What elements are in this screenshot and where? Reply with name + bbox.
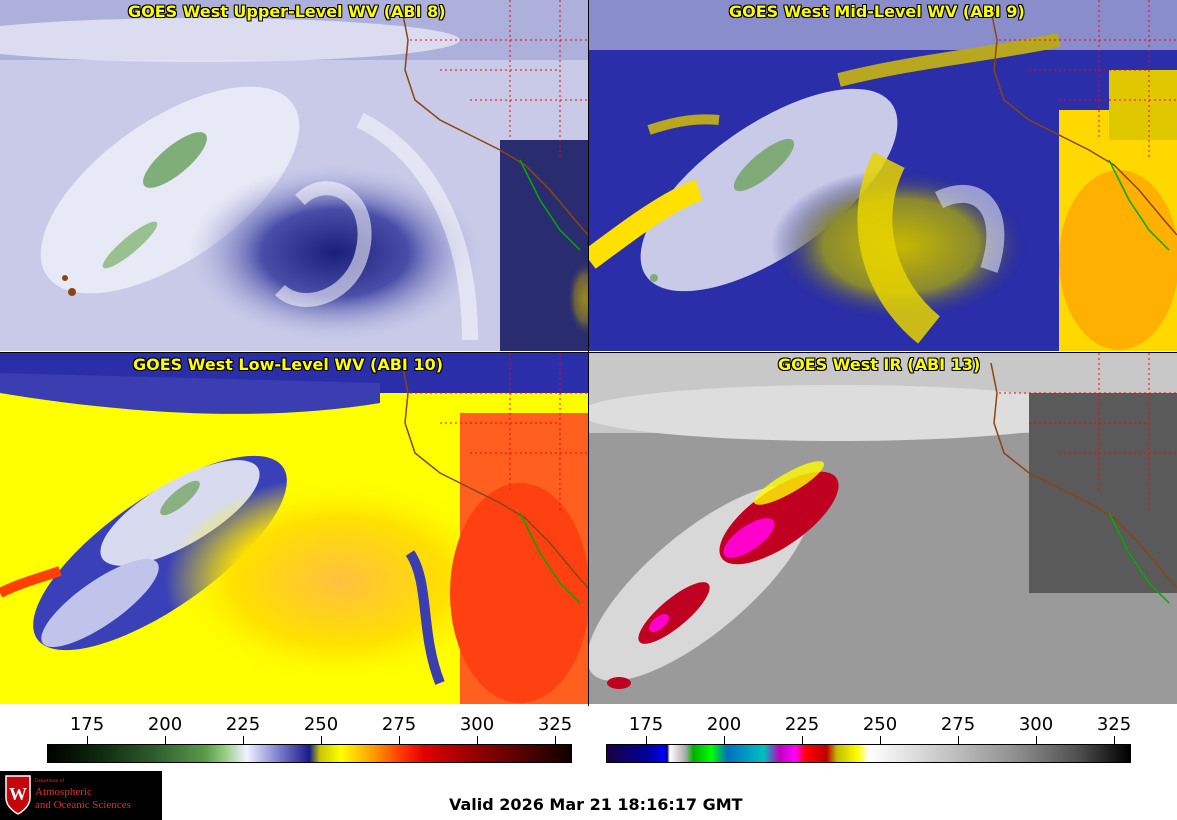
tick-mark	[555, 736, 556, 744]
tick-label: 225	[225, 714, 261, 735]
tick-mark	[958, 736, 959, 744]
university-crest-icon: W	[5, 775, 31, 815]
tick-label: 325	[1096, 714, 1132, 735]
panel-divider-horizontal	[0, 352, 1177, 353]
tick-label: 175	[69, 714, 105, 735]
infrared-image	[589, 353, 1177, 704]
tick-label: 300	[1018, 714, 1054, 735]
tick-mark	[646, 736, 647, 744]
tick-mark	[165, 736, 166, 744]
infrared-panel: GOES West IR (ABI 13)	[589, 353, 1177, 704]
infrared-colorbar	[606, 744, 1131, 763]
logo-line-atmospheric: Atmospheric	[35, 786, 92, 798]
valid-time-label: Valid 2026 Mar 21 18:16:17 GMT	[449, 795, 743, 814]
tick-mark	[399, 736, 400, 744]
tick-label: 175	[628, 714, 664, 735]
tick-mark	[724, 736, 725, 744]
panel-title: GOES West Low-Level WV (ABI 10)	[133, 355, 444, 374]
svg-text:W: W	[9, 784, 27, 804]
uw-aos-logo: W Department of Atmospheric and Oceanic …	[0, 771, 162, 820]
tick-mark	[477, 736, 478, 744]
tick-label: 250	[862, 714, 898, 735]
logo-line-department: Department of	[35, 779, 65, 784]
tick-mark	[802, 736, 803, 744]
tick-mark	[243, 736, 244, 744]
tick-mark	[321, 736, 322, 744]
upper-level-wv-panel: GOES West Upper-Level WV (ABI 8)	[0, 0, 588, 351]
panel-divider-vertical	[588, 0, 589, 706]
low-level-wv-panel: GOES West Low-Level WV (ABI 10)	[0, 353, 588, 704]
tick-mark	[87, 736, 88, 744]
tick-label: 200	[147, 714, 183, 735]
tick-label: 300	[459, 714, 495, 735]
tick-mark	[1036, 736, 1037, 744]
tick-mark	[1114, 736, 1115, 744]
tick-mark	[880, 736, 881, 744]
mid-level-wv-panel: GOES West Mid-Level WV (ABI 9)	[589, 0, 1177, 351]
low-level-wv-image	[0, 353, 588, 704]
logo-line-oceanic: and Oceanic Sciences	[35, 799, 131, 811]
tick-label: 325	[537, 714, 573, 735]
tick-label: 275	[381, 714, 417, 735]
panel-title: GOES West Mid-Level WV (ABI 9)	[729, 2, 1025, 21]
panel-title: GOES West Upper-Level WV (ABI 8)	[128, 2, 446, 21]
tick-label: 275	[940, 714, 976, 735]
tick-label: 225	[784, 714, 820, 735]
water-vapor-colorbar	[47, 744, 572, 763]
tick-label: 250	[303, 714, 339, 735]
tick-label: 200	[706, 714, 742, 735]
upper-level-wv-image	[0, 0, 588, 351]
panel-title: GOES West IR (ABI 13)	[778, 355, 981, 374]
mid-level-wv-image	[589, 0, 1177, 351]
